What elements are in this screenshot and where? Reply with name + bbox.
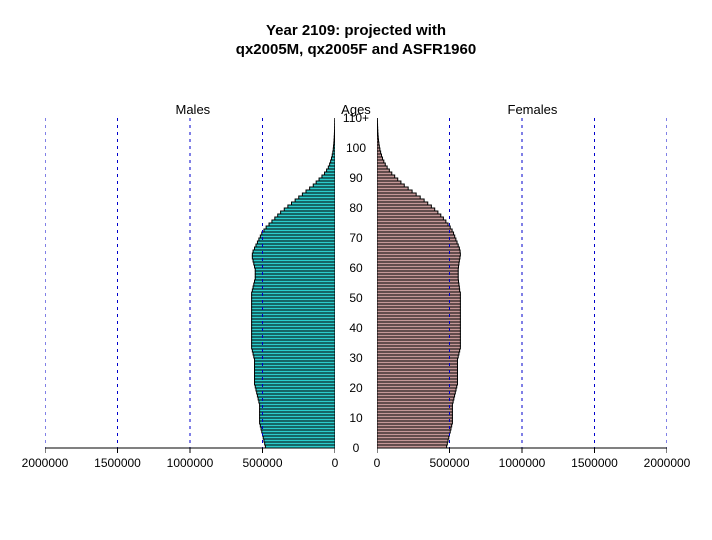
age-tick: 0 [335, 441, 377, 455]
age-tick: 100 [335, 141, 377, 155]
x-tick: 0 [374, 456, 381, 470]
age-tick: 30 [335, 351, 377, 365]
x-tick: 2000000 [22, 456, 69, 470]
females-panel [377, 118, 667, 456]
females-label: Females [508, 102, 558, 117]
age-tick: 60 [335, 261, 377, 275]
x-tick: 0 [332, 456, 339, 470]
males-label: Males [176, 102, 211, 117]
age-tick: 80 [335, 201, 377, 215]
x-tick: 1500000 [94, 456, 141, 470]
title-line2: qx2005M, qx2005F and ASFR1960 [236, 41, 476, 58]
x-tick: 1000000 [499, 456, 546, 470]
age-tick: 10 [335, 411, 377, 425]
age-tick: 70 [335, 231, 377, 245]
x-tick: 2000000 [644, 456, 691, 470]
x-tick: 1000000 [167, 456, 214, 470]
x-tick: 500000 [242, 456, 282, 470]
age-tick: 50 [335, 291, 377, 305]
x-tick: 500000 [429, 456, 469, 470]
age-tick: 90 [335, 171, 377, 185]
males-panel [45, 118, 335, 456]
title-line1: Year 2109: projected with [266, 22, 446, 39]
age-tick: 20 [335, 381, 377, 395]
x-tick: 1500000 [571, 456, 618, 470]
chart-title: Year 2109: projected with qx2005M, qx200… [0, 22, 712, 60]
age-tick: 40 [335, 321, 377, 335]
age-tick: 110+ [335, 111, 377, 125]
